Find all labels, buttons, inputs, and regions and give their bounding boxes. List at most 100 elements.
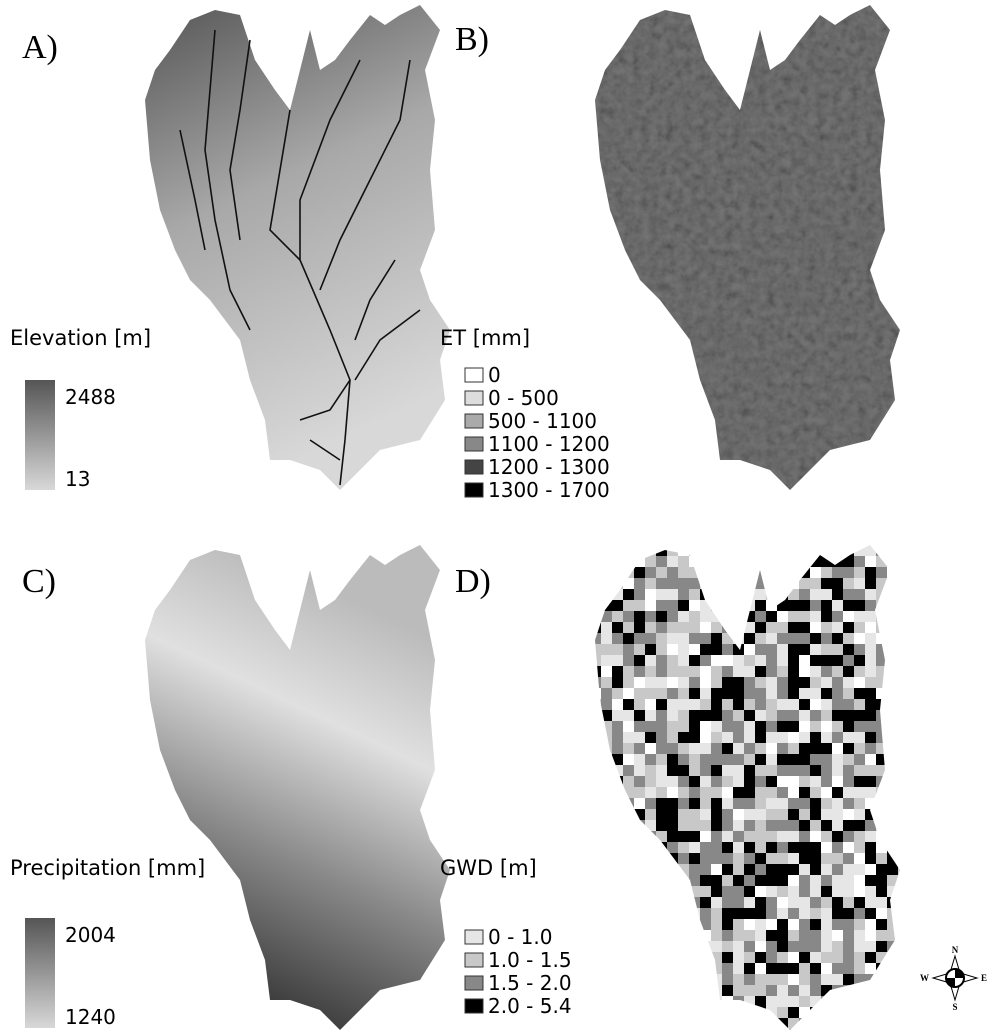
grid-cell xyxy=(645,842,656,853)
grid-cell xyxy=(700,567,711,578)
grid-cell xyxy=(865,677,876,688)
grid-cell xyxy=(590,820,601,831)
grid-cell xyxy=(788,842,799,853)
grid-cell xyxy=(898,974,909,985)
grid-cell xyxy=(656,941,667,952)
grid-cell xyxy=(810,611,821,622)
grid-cell xyxy=(744,732,755,743)
grid-cell xyxy=(612,600,623,611)
grid-cell xyxy=(711,842,722,853)
legend-min: 13 xyxy=(65,467,90,491)
grid-cell xyxy=(843,688,854,699)
grid-cell xyxy=(656,853,667,864)
grid-cell xyxy=(898,765,909,776)
grid-cell xyxy=(623,974,634,985)
grid-cell xyxy=(876,721,887,732)
grid-cell xyxy=(799,710,810,721)
grid-cell xyxy=(843,897,854,908)
grid-cell xyxy=(590,754,601,765)
grid-cell xyxy=(821,545,832,556)
grid-cell xyxy=(876,633,887,644)
grid-cell xyxy=(766,886,777,897)
grid-cell xyxy=(722,710,733,721)
grid-cell xyxy=(744,644,755,655)
grid-cell xyxy=(799,985,810,996)
grid-cell xyxy=(799,897,810,908)
grid-cell xyxy=(689,644,700,655)
grid-cell xyxy=(876,567,887,578)
grid-cell xyxy=(766,963,777,974)
grid-cell xyxy=(634,732,645,743)
grid-cell xyxy=(876,787,887,798)
legend-item: 1.5 - 2.0 xyxy=(488,971,572,995)
grid-cell xyxy=(777,754,788,765)
grid-cell xyxy=(678,721,689,732)
grid-cell xyxy=(832,589,843,600)
grid-cell xyxy=(788,853,799,864)
grid-cell xyxy=(722,622,733,633)
grid-cell xyxy=(810,1007,821,1018)
grid-cell xyxy=(887,710,898,721)
legend-swatch xyxy=(465,930,483,944)
grid-cell xyxy=(722,600,733,611)
grid-cell xyxy=(634,798,645,809)
grid-cell xyxy=(898,776,909,787)
grid-cell xyxy=(590,919,601,930)
grid-cell xyxy=(810,721,821,732)
grid-cell xyxy=(821,589,832,600)
legend-title: Precipitation [mm] xyxy=(10,856,205,880)
grid-cell xyxy=(832,798,843,809)
grid-cell xyxy=(678,930,689,941)
grid-cell xyxy=(788,743,799,754)
grid-cell xyxy=(876,864,887,875)
grid-cell xyxy=(645,853,656,864)
grid-cell xyxy=(678,864,689,875)
grid-cell xyxy=(711,754,722,765)
grid-cell xyxy=(832,666,843,677)
grid-cell xyxy=(722,974,733,985)
grid-cell xyxy=(656,567,667,578)
grid-cell xyxy=(843,941,854,952)
grid-cell xyxy=(788,655,799,666)
grid-cell xyxy=(667,655,678,666)
grid-cell xyxy=(656,622,667,633)
grid-cell xyxy=(898,952,909,963)
grid-cell xyxy=(755,765,766,776)
grid-cell xyxy=(810,809,821,820)
grid-cell xyxy=(612,732,623,743)
grid-cell xyxy=(601,908,612,919)
grid-cell xyxy=(711,776,722,787)
grid-cell xyxy=(711,622,722,633)
grid-cell xyxy=(898,941,909,952)
grid-cell xyxy=(623,633,634,644)
grid-cell xyxy=(590,897,601,908)
grid-cell xyxy=(898,699,909,710)
grid-cell xyxy=(722,545,733,556)
grid-cell xyxy=(777,633,788,644)
grid-cell xyxy=(689,985,700,996)
grid-cell xyxy=(612,622,623,633)
grid-cell xyxy=(799,886,810,897)
grid-cell xyxy=(722,952,733,963)
grid-cell xyxy=(887,853,898,864)
grid-cell xyxy=(777,611,788,622)
grid-cell xyxy=(799,545,810,556)
grid-cell xyxy=(810,688,821,699)
grid-cell xyxy=(854,985,865,996)
grid-cell xyxy=(733,820,744,831)
grid-cell xyxy=(590,864,601,875)
grid-cell xyxy=(601,809,612,820)
grid-cell xyxy=(623,853,634,864)
panel-label: B) xyxy=(455,21,489,58)
grid-cell xyxy=(810,589,821,600)
grid-cell xyxy=(590,985,601,996)
grid-cell xyxy=(667,809,678,820)
grid-cell xyxy=(799,578,810,589)
grid-cell xyxy=(634,919,645,930)
grid-cell xyxy=(887,831,898,842)
grid-cell xyxy=(810,886,821,897)
grid-cell xyxy=(722,754,733,765)
grid-cell xyxy=(744,1018,755,1029)
grid-cell xyxy=(689,754,700,765)
grid-cell xyxy=(854,919,865,930)
